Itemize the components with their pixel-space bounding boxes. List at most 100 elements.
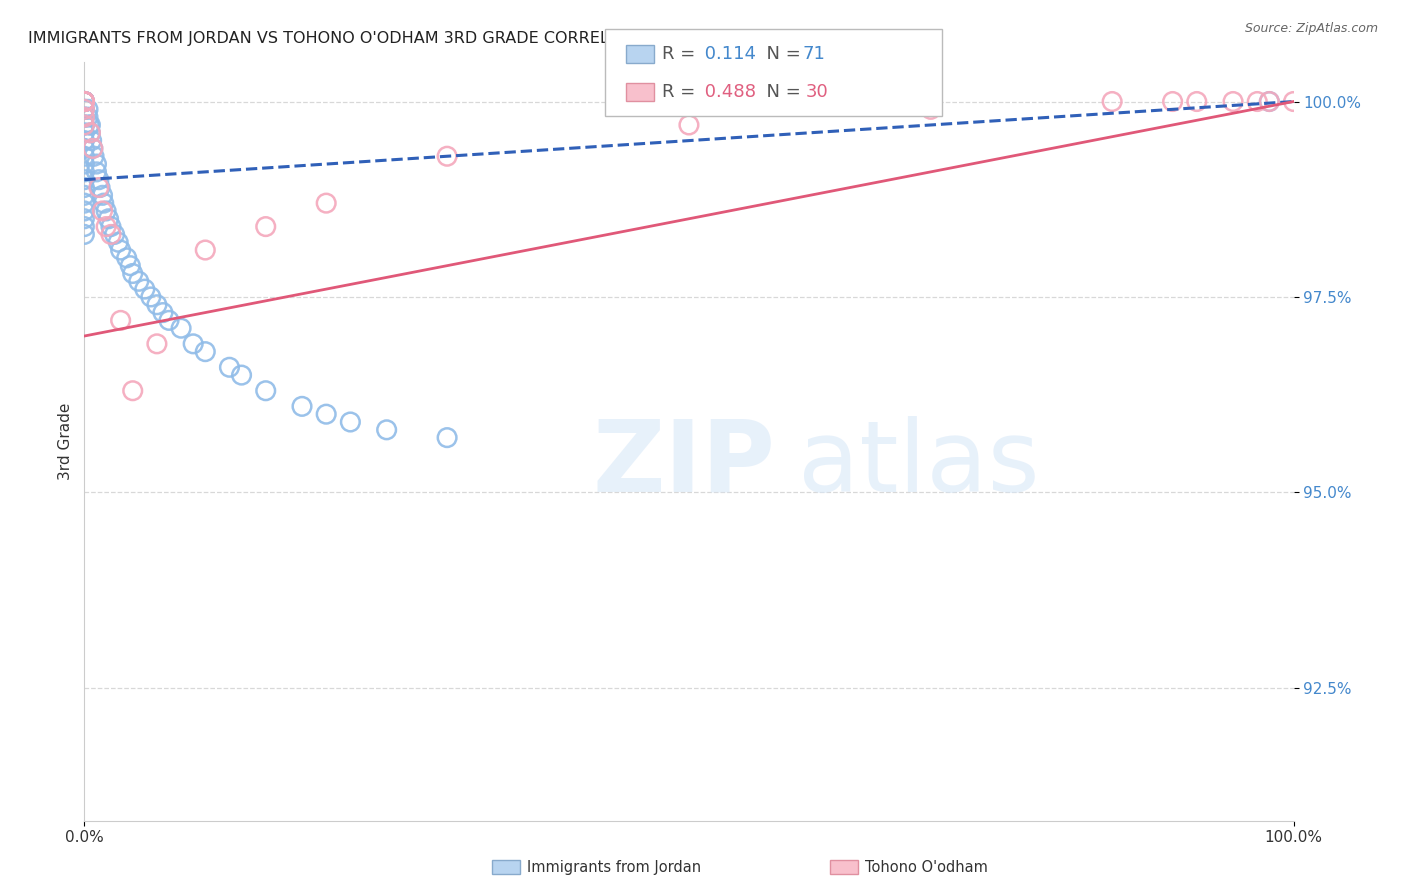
Point — [73, 95, 96, 109]
Point — [170, 321, 193, 335]
Point — [436, 149, 458, 163]
Point — [194, 243, 217, 257]
Point — [146, 298, 169, 312]
Point — [73, 103, 96, 117]
Point — [1258, 95, 1281, 109]
Text: R =: R = — [662, 83, 702, 101]
Point — [73, 95, 96, 109]
Point — [79, 126, 101, 140]
Text: Tohono O'odham: Tohono O'odham — [865, 860, 987, 874]
Text: R =: R = — [662, 45, 702, 63]
Point — [73, 95, 96, 109]
Point — [121, 384, 143, 398]
Point — [91, 188, 114, 202]
Point — [73, 118, 96, 132]
Point — [194, 344, 217, 359]
Text: N =: N = — [755, 45, 807, 63]
Point — [73, 149, 96, 163]
Point — [73, 103, 96, 117]
Point — [100, 227, 122, 242]
Point — [181, 336, 204, 351]
Point — [152, 305, 174, 319]
Point — [82, 141, 104, 155]
Point — [134, 282, 156, 296]
Point — [73, 118, 96, 132]
Point — [73, 211, 96, 226]
Point — [73, 110, 96, 124]
Point — [1222, 95, 1244, 109]
Point — [73, 95, 96, 109]
Point — [73, 157, 96, 171]
Point — [86, 157, 108, 171]
Point — [139, 290, 162, 304]
Point — [73, 134, 96, 148]
Point — [77, 103, 100, 117]
Point — [89, 180, 111, 194]
Point — [1258, 95, 1281, 109]
Point — [94, 203, 117, 218]
Text: ZIP: ZIP — [592, 416, 775, 513]
Point — [339, 415, 361, 429]
Point — [83, 149, 105, 163]
Point — [73, 188, 96, 202]
Point — [157, 313, 180, 327]
Point — [254, 384, 277, 398]
Point — [91, 203, 114, 218]
Point — [73, 95, 96, 109]
Point — [82, 141, 104, 155]
Text: 0.488: 0.488 — [699, 83, 756, 101]
Point — [107, 235, 129, 250]
Point — [110, 243, 132, 257]
Point — [436, 431, 458, 445]
Point — [1101, 95, 1123, 109]
Point — [80, 134, 103, 148]
Point — [120, 259, 142, 273]
Point — [110, 313, 132, 327]
Point — [1282, 95, 1305, 109]
Point — [128, 274, 150, 288]
Text: N =: N = — [755, 83, 807, 101]
Point — [73, 95, 96, 109]
Point — [87, 172, 110, 186]
Text: Immigrants from Jordan: Immigrants from Jordan — [527, 860, 702, 874]
Point — [73, 95, 96, 109]
Text: 30: 30 — [806, 83, 828, 101]
Text: 0.114: 0.114 — [699, 45, 756, 63]
Point — [87, 180, 110, 194]
Text: Source: ZipAtlas.com: Source: ZipAtlas.com — [1244, 22, 1378, 36]
Point — [218, 360, 240, 375]
Point — [97, 211, 120, 226]
Point — [94, 219, 117, 234]
Point — [73, 118, 96, 132]
Point — [77, 118, 100, 132]
Point — [73, 103, 96, 117]
Point — [73, 95, 96, 109]
Point — [73, 95, 96, 109]
Point — [77, 110, 100, 124]
Point — [73, 141, 96, 155]
Point — [1185, 95, 1208, 109]
Point — [375, 423, 398, 437]
Point — [73, 110, 96, 124]
Point — [1246, 95, 1268, 109]
Point — [73, 227, 96, 242]
Y-axis label: 3rd Grade: 3rd Grade — [58, 403, 73, 480]
Point — [73, 126, 96, 140]
Point — [100, 219, 122, 234]
Point — [73, 110, 96, 124]
Point — [73, 95, 96, 109]
Point — [79, 118, 101, 132]
Point — [315, 407, 337, 421]
Point — [104, 227, 127, 242]
Point — [73, 203, 96, 218]
Point — [73, 165, 96, 179]
Text: IMMIGRANTS FROM JORDAN VS TOHONO O'ODHAM 3RD GRADE CORRELATION CHART: IMMIGRANTS FROM JORDAN VS TOHONO O'ODHAM… — [28, 31, 717, 46]
Point — [73, 219, 96, 234]
Point — [73, 95, 96, 109]
Point — [254, 219, 277, 234]
Point — [121, 267, 143, 281]
Point — [146, 336, 169, 351]
Text: atlas: atlas — [797, 416, 1039, 513]
Point — [920, 103, 942, 117]
Point — [73, 196, 96, 211]
